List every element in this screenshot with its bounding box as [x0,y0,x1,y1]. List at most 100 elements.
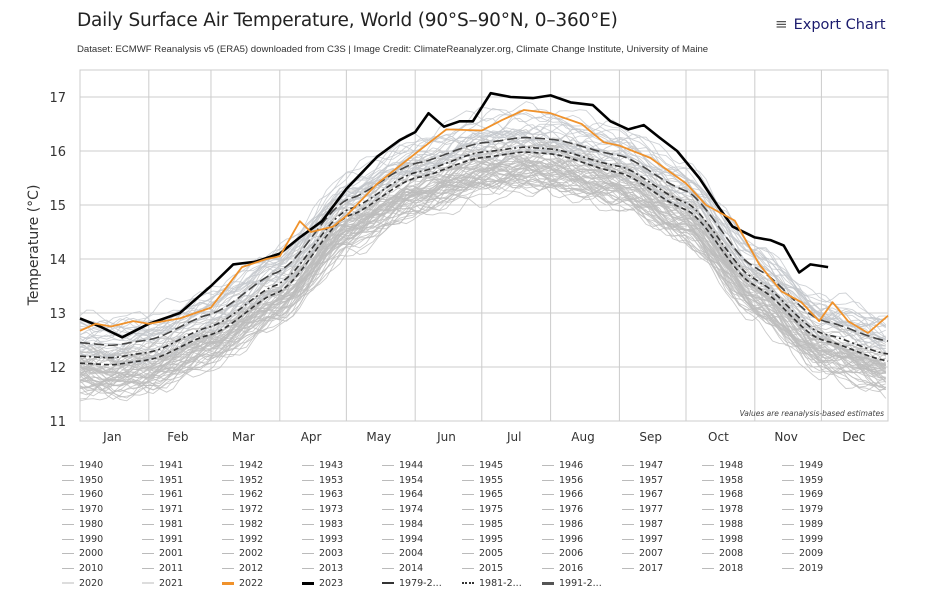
legend-item-2010[interactable]: 2010 [62,563,103,575]
legend-item-1957[interactable]: 1957 [622,475,663,487]
legend-item-1973[interactable]: 1973 [302,504,343,516]
legend-label: 2023 [319,577,344,589]
legend-item-2017[interactable]: 2017 [622,563,663,575]
legend-item-1984[interactable]: 1984 [382,519,423,531]
legend-item-2009[interactable]: 2009 [782,548,823,560]
legend-item-1980[interactable]: 1980 [62,519,103,531]
legend-item-1958[interactable]: 1958 [702,475,743,487]
legend-item-1962[interactable]: 1962 [222,489,263,501]
legend-item-1955[interactable]: 1955 [462,475,503,487]
legend-item-1968[interactable]: 1968 [702,489,743,501]
legend-item-1947[interactable]: 1947 [622,460,663,472]
legend-item-1967[interactable]: 1967 [622,489,663,501]
legend-item-1995[interactable]: 1995 [462,534,503,546]
legend-item-1944[interactable]: 1944 [382,460,423,472]
legend-item-2022[interactable]: 2022 [222,578,263,590]
legend-item-1943[interactable]: 1943 [302,460,343,472]
legend-item-2001[interactable]: 2001 [142,548,183,560]
legend-item-2008[interactable]: 2008 [702,548,743,560]
legend-item-1945[interactable]: 1945 [462,460,503,472]
legend-item-2019[interactable]: 2019 [782,563,823,575]
legend-item-1981-2[interactable]: 1981-2... [462,578,522,590]
legend-item-1972[interactable]: 1972 [222,504,263,516]
legend-item-1987[interactable]: 1987 [622,519,663,531]
legend-item-1970[interactable]: 1970 [62,504,103,516]
legend-marker [702,479,714,481]
legend-item-1954[interactable]: 1954 [382,475,423,487]
legend-item-1946[interactable]: 1946 [542,460,583,472]
legend-label: 1991-2... [559,577,602,589]
legend-label: 2007 [639,548,664,560]
legend-item-1950[interactable]: 1950 [62,475,103,487]
legend-item-1965[interactable]: 1965 [462,489,503,501]
legend-item-1959[interactable]: 1959 [782,475,823,487]
x-tick-label: Sep [639,430,662,444]
legend-item-1982[interactable]: 1982 [222,519,263,531]
legend-item-1951[interactable]: 1951 [142,475,183,487]
legend-item-1988[interactable]: 1988 [702,519,743,531]
legend-item-1956[interactable]: 1956 [542,475,583,487]
legend-item-1986[interactable]: 1986 [542,519,583,531]
legend-item-1994[interactable]: 1994 [382,534,423,546]
legend-item-1998[interactable]: 1998 [702,534,743,546]
legend-item-2018[interactable]: 2018 [702,563,743,575]
legend-item-2015[interactable]: 2015 [462,563,503,575]
legend-item-1981[interactable]: 1981 [142,519,183,531]
legend-item-2005[interactable]: 2005 [462,548,503,560]
legend-item-1979-2[interactable]: 1979-2... [382,578,442,590]
legend-item-1990[interactable]: 1990 [62,534,103,546]
legend-item-1989[interactable]: 1989 [782,519,823,531]
legend-item-1942[interactable]: 1942 [222,460,263,472]
legend-item-1978[interactable]: 1978 [702,504,743,516]
legend-item-1964[interactable]: 1964 [382,489,423,501]
legend-item-1949[interactable]: 1949 [782,460,823,472]
legend-item-2000[interactable]: 2000 [62,548,103,560]
legend-item-1966[interactable]: 1966 [542,489,583,501]
legend-item-1952[interactable]: 1952 [222,475,263,487]
legend-label: 1991 [159,533,184,545]
export-chart-button[interactable]: ≡ Export Chart [775,15,886,33]
legend-item-2021[interactable]: 2021 [142,578,183,590]
legend-item-1975[interactable]: 1975 [462,504,503,516]
legend-item-1963[interactable]: 1963 [302,489,343,501]
legend-item-1960[interactable]: 1960 [62,489,103,501]
legend-item-1983[interactable]: 1983 [302,519,343,531]
legend-label: 1979 [799,504,824,516]
x-tick-label: Oct [708,430,729,444]
legend-item-2012[interactable]: 2012 [222,563,263,575]
legend-item-1979[interactable]: 1979 [782,504,823,516]
legend-item-2023[interactable]: 2023 [302,578,343,590]
legend-item-1971[interactable]: 1971 [142,504,183,516]
legend-item-2014[interactable]: 2014 [382,563,423,575]
legend-item-1974[interactable]: 1974 [382,504,423,516]
legend-item-1993[interactable]: 1993 [302,534,343,546]
legend-item-2016[interactable]: 2016 [542,563,583,575]
legend-item-2004[interactable]: 2004 [382,548,423,560]
legend-item-2006[interactable]: 2006 [542,548,583,560]
legend-item-1985[interactable]: 1985 [462,519,503,531]
legend-item-1999[interactable]: 1999 [782,534,823,546]
legend-item-1997[interactable]: 1997 [622,534,663,546]
legend-item-1991-2[interactable]: 1991-2... [542,578,602,590]
chart-note: Values are reanalysis-based estimates [740,409,884,418]
legend-item-2013[interactable]: 2013 [302,563,343,575]
legend-item-1969[interactable]: 1969 [782,489,823,501]
legend-item-1941[interactable]: 1941 [142,460,183,472]
legend-item-1976[interactable]: 1976 [542,504,583,516]
legend-item-1992[interactable]: 1992 [222,534,263,546]
legend-item-2020[interactable]: 2020 [62,578,103,590]
y-tick-label: 16 [49,145,66,160]
legend-item-1991[interactable]: 1991 [142,534,183,546]
legend-label: 1968 [719,489,744,501]
legend-item-1977[interactable]: 1977 [622,504,663,516]
legend-item-2002[interactable]: 2002 [222,548,263,560]
legend-label: 1986 [559,518,584,530]
legend-item-2003[interactable]: 2003 [302,548,343,560]
legend-item-1953[interactable]: 1953 [302,475,343,487]
legend-item-1948[interactable]: 1948 [702,460,743,472]
legend-item-1996[interactable]: 1996 [542,534,583,546]
legend-item-1940[interactable]: 1940 [62,460,103,472]
legend-item-2007[interactable]: 2007 [622,548,663,560]
legend-item-2011[interactable]: 2011 [142,563,183,575]
legend-item-1961[interactable]: 1961 [142,489,183,501]
